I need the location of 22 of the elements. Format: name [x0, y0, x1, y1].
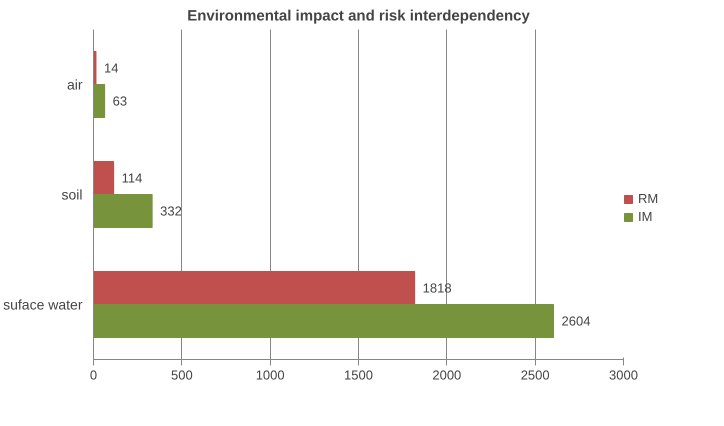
x-tick-label: 0 [90, 368, 98, 382]
y-tick-label: soil [61, 186, 83, 202]
y-tick-label: air [66, 76, 83, 92]
y-tick-label: suface water [3, 296, 83, 312]
x-tick-label: 2500 [520, 368, 550, 382]
x-tick-label: 1500 [344, 368, 373, 382]
bar [94, 271, 416, 305]
data-label: 2604 [562, 314, 590, 328]
data-label: 14 [104, 60, 118, 76]
x-tick-label: 1000 [256, 368, 285, 382]
chart-title: Environmental impact and risk interdependency [187, 8, 530, 24]
legend-label: IM [638, 209, 654, 224]
legend-label: RM [638, 191, 658, 206]
bar [94, 84, 106, 118]
bar [94, 194, 153, 228]
data-label: 114 [122, 170, 142, 186]
x-tick-label: 500 [170, 368, 193, 382]
data-label: 63 [112, 94, 128, 108]
x-tick-label: 2000 [432, 368, 462, 382]
x-tick-label: 3000 [609, 368, 638, 382]
bar [94, 161, 114, 195]
bar [94, 304, 554, 338]
